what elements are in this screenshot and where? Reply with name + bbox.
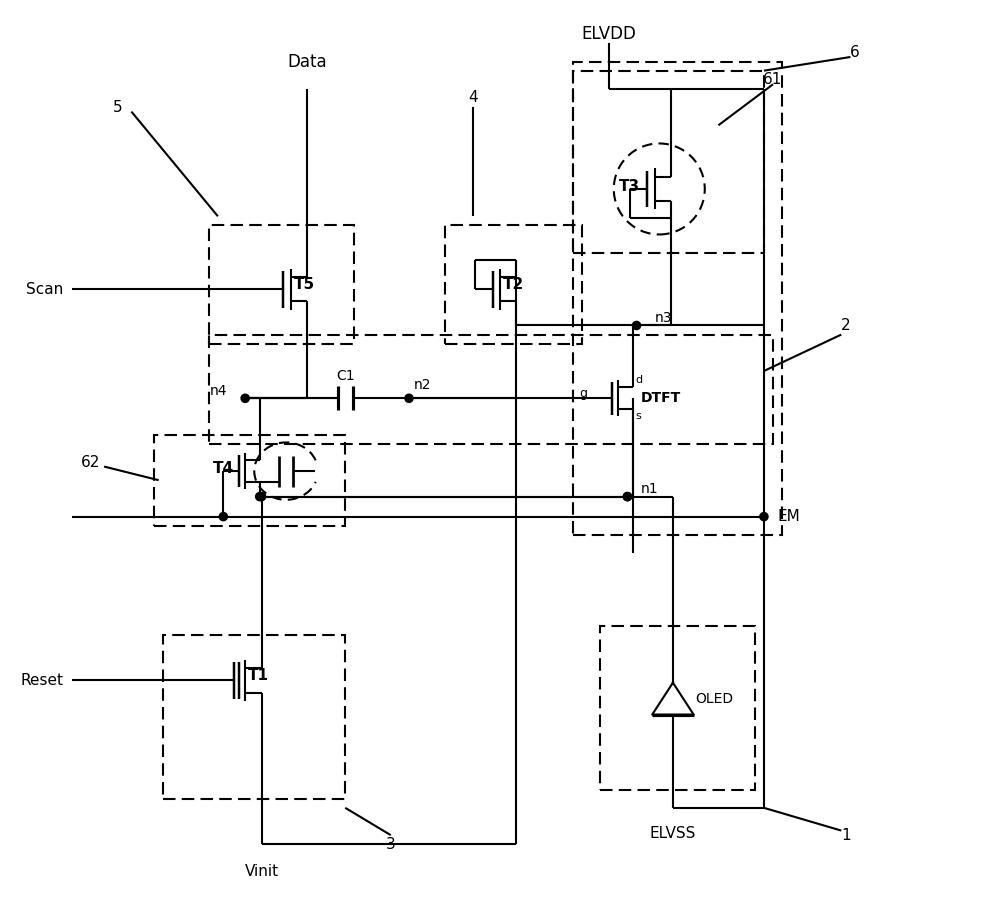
Bar	[445, 225, 582, 344]
Text: n1: n1	[641, 482, 659, 496]
Text: Reset: Reset	[20, 673, 63, 688]
Text: 6: 6	[850, 45, 860, 60]
Bar	[209, 334, 773, 444]
Text: ELVSS: ELVSS	[650, 826, 696, 841]
Text: 4: 4	[468, 91, 478, 105]
Text: C1: C1	[336, 369, 355, 383]
Text: T5: T5	[294, 277, 315, 292]
Circle shape	[632, 322, 641, 330]
Text: g: g	[579, 387, 587, 400]
Text: T3: T3	[619, 178, 640, 194]
Text: 5: 5	[113, 100, 123, 115]
Text: Vinit: Vinit	[244, 864, 279, 879]
Circle shape	[241, 395, 249, 402]
Text: DTFT: DTFT	[641, 391, 681, 406]
Text: 2: 2	[841, 318, 851, 333]
Text: 61: 61	[763, 72, 783, 87]
Text: T2: T2	[503, 277, 524, 292]
Text: 3: 3	[386, 837, 396, 852]
Text: T1: T1	[248, 668, 269, 684]
Text: ELVDD: ELVDD	[582, 25, 637, 43]
Text: 62: 62	[81, 455, 100, 469]
Circle shape	[623, 492, 632, 501]
Bar	[573, 62, 782, 535]
Text: Scan: Scan	[26, 282, 63, 297]
Bar	[163, 635, 345, 798]
Circle shape	[623, 492, 632, 501]
Bar	[209, 225, 354, 344]
Text: n4: n4	[209, 384, 227, 398]
Text: T4: T4	[213, 461, 234, 476]
Bar	[573, 70, 764, 252]
Bar	[154, 434, 345, 526]
Circle shape	[219, 513, 227, 521]
Circle shape	[257, 492, 266, 501]
Text: s: s	[636, 411, 641, 421]
Bar	[600, 626, 755, 790]
Text: OLED: OLED	[696, 692, 734, 706]
Text: Data: Data	[287, 53, 327, 70]
Circle shape	[760, 513, 768, 521]
Text: 1: 1	[841, 828, 851, 843]
Text: EM: EM	[778, 509, 800, 524]
Circle shape	[405, 395, 413, 402]
Text: n2: n2	[414, 378, 431, 392]
Circle shape	[256, 492, 264, 501]
Text: d: d	[636, 375, 643, 385]
Text: n3: n3	[655, 311, 672, 325]
